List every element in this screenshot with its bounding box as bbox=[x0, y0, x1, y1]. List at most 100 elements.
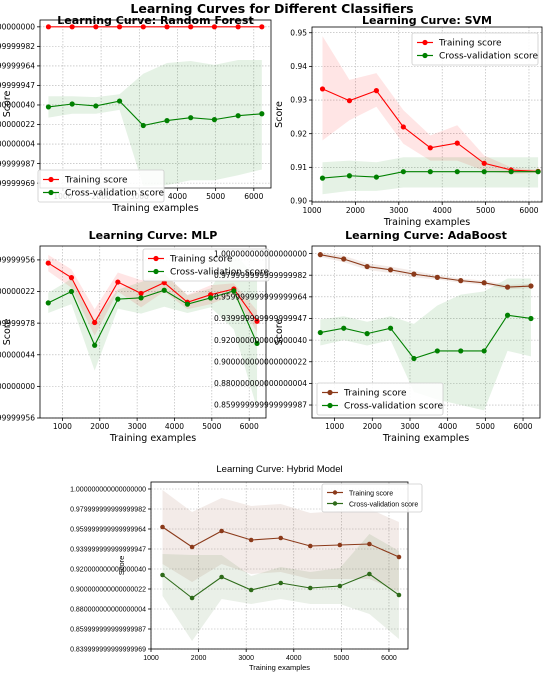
data-point bbox=[400, 124, 406, 130]
legend-marker bbox=[48, 189, 54, 196]
x-tick-label: 2000 bbox=[90, 422, 109, 431]
data-point bbox=[93, 103, 99, 109]
data-point bbox=[535, 169, 541, 175]
data-point bbox=[68, 288, 75, 295]
data-point bbox=[481, 160, 487, 166]
data-point bbox=[387, 267, 394, 273]
data-point bbox=[481, 348, 487, 354]
series-line-cross-validation bbox=[48, 100, 262, 127]
panels: Learning Curve: Random Forest 1000 2000 300… bbox=[0, 14, 543, 672]
y-tick-label: 1.000000000000000000 bbox=[214, 249, 307, 258]
x-tick-label: 3000 bbox=[389, 206, 408, 215]
data-point bbox=[164, 24, 170, 30]
series-line-cross-validation bbox=[320, 314, 532, 360]
plot-area bbox=[160, 490, 402, 641]
data-point bbox=[364, 263, 370, 270]
x-tick-label: 5000 bbox=[476, 206, 495, 215]
x-tick-label: 3000 bbox=[128, 422, 147, 431]
legend-label: Training score bbox=[438, 39, 502, 49]
x-tick-label: 6000 bbox=[244, 192, 263, 201]
legend: Training score Cross-validation score bbox=[142, 248, 269, 282]
y-tick-label: 0.94 bbox=[290, 62, 307, 71]
plot-frame bbox=[150, 481, 409, 650]
x-tick-label: 1000 bbox=[53, 422, 72, 431]
series-line-training bbox=[47, 262, 258, 324]
y-tick-label: 0.92 bbox=[290, 129, 307, 138]
data-point bbox=[427, 145, 433, 151]
x-tick-label: 5000 bbox=[334, 655, 350, 662]
y-tick-label: 0.839999999999999969 bbox=[70, 647, 146, 654]
legend-box bbox=[37, 169, 165, 203]
confidence-band-training bbox=[320, 252, 531, 290]
y-tick-label: 0.959999999999999964 bbox=[214, 293, 307, 302]
legend-label: Cross-validation score bbox=[344, 402, 443, 412]
data-point bbox=[364, 331, 370, 337]
y-tick-label: 0.939999999999999947 bbox=[70, 547, 146, 554]
y-tick-label: 0.959999999999999964 bbox=[70, 527, 146, 534]
legend-label: Cross-validation score bbox=[170, 268, 269, 278]
x-tick-label: 3000 bbox=[400, 422, 419, 431]
series-line-training bbox=[320, 254, 531, 288]
data-point bbox=[458, 278, 464, 284]
y-tick-label: 0.849999999999999978 bbox=[0, 319, 35, 328]
x-axis-label: Training examples bbox=[109, 433, 196, 444]
data-point bbox=[92, 319, 98, 326]
data-point bbox=[504, 312, 511, 318]
data-point bbox=[317, 252, 323, 258]
x-tick-label: 4000 bbox=[433, 206, 452, 215]
data-point bbox=[116, 24, 123, 30]
data-point bbox=[307, 543, 313, 549]
chart-panel-5: Learning Curve: Hybrid Model 1000 2000 3000… bbox=[70, 464, 423, 672]
y-tick-label: 0.939999999999999947 bbox=[214, 314, 307, 323]
legend-marker bbox=[327, 389, 333, 396]
x-tick-label: 5000 bbox=[202, 422, 221, 431]
y-tick-label: 0.920000000000000040 bbox=[70, 567, 146, 574]
y-tick-label: 0.949999999999999956 bbox=[0, 256, 35, 265]
chart-panel-2: Learning Curve: SVM 1000 2000 3000 4000 5000 6… bbox=[274, 14, 543, 228]
data-point bbox=[278, 580, 284, 586]
x-tick-label: 1000 bbox=[325, 422, 344, 431]
legend-marker bbox=[327, 402, 333, 409]
data-point bbox=[387, 325, 394, 331]
figure-title: Learning Curves for Different Classifier… bbox=[130, 1, 413, 16]
data-point bbox=[367, 571, 372, 577]
data-point bbox=[140, 24, 146, 30]
data-point bbox=[396, 554, 402, 560]
legend-marker bbox=[422, 52, 428, 59]
data-point bbox=[69, 101, 75, 107]
legend: Training score Cross-validation score bbox=[411, 32, 538, 66]
data-point bbox=[189, 595, 195, 601]
data-point bbox=[235, 24, 241, 30]
x-axis-label: Training examples bbox=[111, 203, 198, 214]
legend-marker bbox=[332, 490, 338, 495]
data-point bbox=[307, 585, 313, 591]
legend-box bbox=[321, 483, 423, 513]
data-point bbox=[235, 113, 241, 119]
x-tick-label: 4000 bbox=[286, 655, 302, 662]
data-point bbox=[219, 528, 224, 534]
data-point bbox=[211, 117, 218, 123]
data-point bbox=[188, 24, 194, 30]
legend-label: Training score bbox=[64, 176, 128, 186]
data-point bbox=[434, 274, 440, 280]
data-point bbox=[115, 279, 121, 285]
data-point bbox=[259, 111, 265, 117]
data-point bbox=[160, 524, 165, 530]
data-point bbox=[248, 537, 254, 543]
data-point bbox=[248, 587, 254, 593]
data-point bbox=[259, 24, 265, 30]
data-point bbox=[373, 88, 379, 94]
y-tick-label: 1.000000000000000000 bbox=[0, 23, 35, 32]
data-point bbox=[161, 287, 167, 293]
y-tick-label: 0.900000000000000022 bbox=[0, 287, 35, 296]
y-tick-label: 0.859999999999999987 bbox=[70, 627, 146, 634]
data-point bbox=[45, 24, 52, 30]
x-tick-label: 3000 bbox=[238, 655, 254, 662]
data-point bbox=[367, 541, 372, 547]
legend-marker bbox=[422, 39, 428, 46]
data-point bbox=[164, 118, 170, 124]
x-tick-label: 6000 bbox=[519, 206, 538, 215]
y-tick-label: 0.800000000000000044 bbox=[0, 350, 35, 359]
data-point bbox=[219, 574, 224, 580]
y-tick-label: 0.859999999999999987 bbox=[214, 401, 307, 410]
